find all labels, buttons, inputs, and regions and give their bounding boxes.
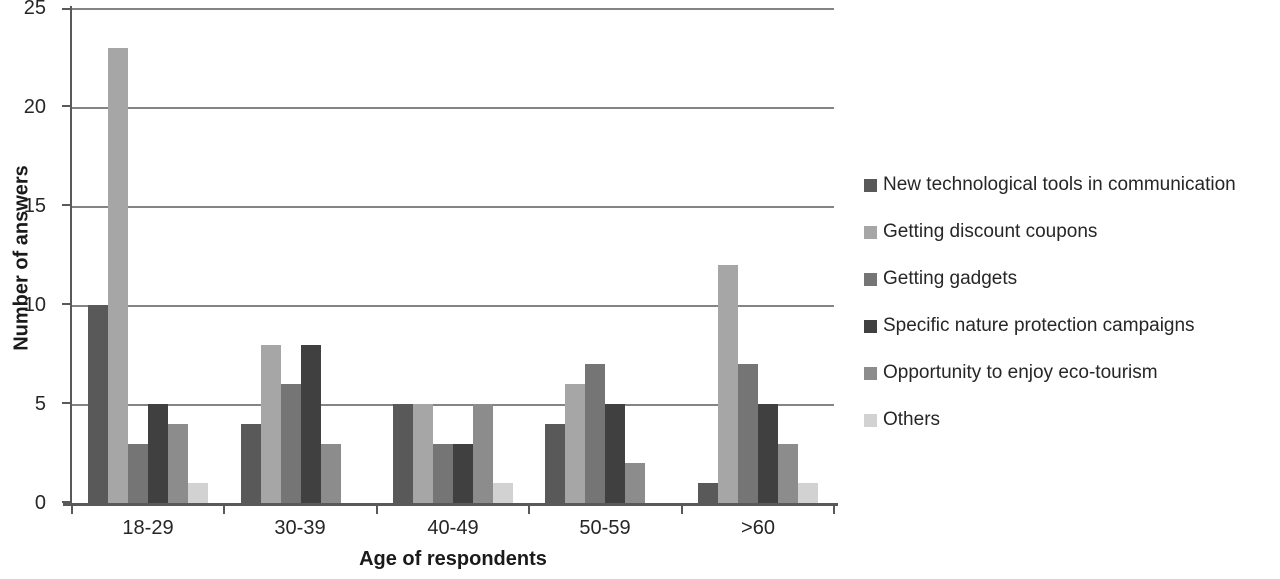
x-tick-label: 30-39 xyxy=(274,517,326,539)
plot-area xyxy=(72,8,834,503)
x-axis-ticks xyxy=(71,506,835,514)
bar xyxy=(413,404,434,503)
bar-group-30-39 xyxy=(224,8,376,503)
x-tick-label: >60 xyxy=(741,517,775,539)
gridline-15 xyxy=(72,206,834,208)
x-tick-label: 50-59 xyxy=(579,517,631,539)
bar xyxy=(320,443,341,503)
bar xyxy=(585,364,606,503)
bar xyxy=(453,443,474,503)
bar xyxy=(797,483,818,503)
bar xyxy=(280,384,301,503)
bar xyxy=(757,404,778,503)
bar xyxy=(777,443,798,503)
bar xyxy=(433,443,454,503)
gridline-25 xyxy=(72,8,834,10)
y-tick-label: 0 xyxy=(34,492,46,514)
bar xyxy=(493,483,514,503)
gridline-5 xyxy=(72,404,834,406)
y-tick-label: 20 xyxy=(23,96,46,118)
bar xyxy=(697,483,718,503)
bar xyxy=(260,344,281,503)
gridline-10 xyxy=(72,305,834,307)
legend-swatch-icon xyxy=(864,319,877,333)
legend-item: Opportunity to enjoy eco-tourism xyxy=(864,362,1236,384)
legend-label: Opportunity to enjoy eco-tourism xyxy=(883,362,1158,383)
bar xyxy=(188,483,209,503)
bar xyxy=(148,404,169,503)
legend-item: New technological tools in communication xyxy=(864,174,1236,196)
y-tick-label: 10 xyxy=(23,294,46,316)
bar xyxy=(300,344,321,503)
bar xyxy=(625,463,646,503)
legend-swatch-icon xyxy=(864,272,877,286)
legend-swatch-icon xyxy=(864,366,877,380)
bar xyxy=(108,47,129,503)
gridline-20 xyxy=(72,107,834,109)
legend-item: Getting gadgets xyxy=(864,268,1236,290)
x-tick-label: 18-29 xyxy=(122,517,174,539)
legend: New technological tools in communication… xyxy=(864,174,1236,431)
bar xyxy=(737,364,758,503)
plot-groups xyxy=(72,8,834,503)
bar xyxy=(565,384,586,503)
bar xyxy=(128,443,149,503)
bar xyxy=(545,423,566,503)
legend-label: Others xyxy=(883,409,941,430)
y-tick-label: 5 xyxy=(34,393,46,415)
y-tick-label: 15 xyxy=(23,195,46,217)
legend-item: Others xyxy=(864,409,1236,431)
y-axis-ticks xyxy=(62,8,70,503)
y-axis-title: Number of answers xyxy=(10,165,33,351)
bar xyxy=(168,423,189,503)
legend-label: Getting discount coupons xyxy=(883,221,1098,242)
x-axis-title: Age of respondents xyxy=(359,548,547,570)
legend-item: Getting discount coupons xyxy=(864,221,1236,243)
x-tick-label: 40-49 xyxy=(427,517,479,539)
bar xyxy=(240,423,261,503)
bar xyxy=(393,404,414,503)
bar xyxy=(717,265,738,503)
legend-label: Specific nature protection campaigns xyxy=(883,315,1195,336)
legend-item: Specific nature protection campaigns xyxy=(864,315,1236,337)
legend-swatch-icon xyxy=(864,178,877,192)
bar-group->60 xyxy=(682,8,834,503)
bar xyxy=(605,404,626,503)
bar-group-50-59 xyxy=(529,8,681,503)
bar-group-18-29 xyxy=(72,8,224,503)
y-axis-line xyxy=(70,6,72,505)
legend-swatch-icon xyxy=(864,413,877,427)
legend-label: New technological tools in communication xyxy=(883,174,1236,195)
y-tick-label: 25 xyxy=(23,0,46,19)
legend-label: Getting gadgets xyxy=(883,268,1018,289)
bar xyxy=(473,404,494,503)
bar xyxy=(88,305,109,503)
legend-swatch-icon xyxy=(864,225,877,239)
bar-group-40-49 xyxy=(377,8,529,503)
x-axis-line xyxy=(63,503,838,506)
